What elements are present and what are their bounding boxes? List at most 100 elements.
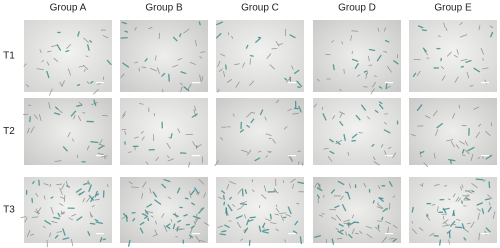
cell-speck — [267, 150, 272, 153]
cell-speck — [121, 21, 127, 25]
cell-speck — [385, 82, 388, 90]
cell-speck — [142, 181, 147, 188]
cell-speck — [314, 235, 322, 238]
cell-speck — [39, 49, 42, 54]
cell-speck — [317, 184, 321, 189]
cell-speck — [218, 68, 223, 72]
cell-speck — [482, 67, 489, 70]
cell-speck — [237, 189, 242, 195]
cell-speck — [199, 74, 202, 81]
cell-speck — [172, 64, 179, 68]
cell-speck — [217, 60, 221, 68]
cell-speck — [329, 138, 334, 143]
cell-speck — [91, 205, 95, 208]
cell-speck — [385, 221, 391, 225]
micrograph-background — [24, 98, 112, 165]
cell-speck — [72, 138, 74, 142]
cell-speck — [134, 61, 139, 64]
cell-speck — [232, 204, 236, 207]
cell-speck — [265, 133, 272, 136]
cell-speck — [476, 202, 483, 206]
scale-bar — [385, 233, 393, 235]
cell-speck — [246, 124, 250, 128]
cell-speck — [36, 68, 44, 70]
column-header: Group E — [434, 3, 472, 14]
cell-speck — [146, 203, 153, 208]
cell-speck — [331, 238, 335, 245]
cell-speck — [341, 41, 344, 45]
micrograph — [313, 177, 401, 245]
cell-speck — [339, 229, 344, 232]
cell-speck — [62, 237, 70, 240]
scale-bar — [96, 155, 104, 157]
cell-speck — [249, 54, 254, 57]
cell-speck — [201, 76, 204, 83]
cell-speck — [441, 75, 446, 81]
cell-speck — [87, 44, 90, 51]
cell-speck — [466, 71, 470, 79]
cell-speck — [194, 217, 199, 224]
cell-speck — [170, 133, 173, 139]
cell-speck — [363, 183, 367, 188]
cell-speck — [265, 155, 268, 158]
cell-speck — [354, 63, 359, 70]
cell-speck — [149, 188, 152, 194]
cell-speck — [179, 82, 183, 86]
micrograph — [20, 177, 112, 248]
cell-speck — [56, 183, 63, 186]
cell-speck — [466, 222, 471, 225]
cell-speck — [464, 149, 470, 155]
cell-speck — [432, 110, 438, 117]
cell-speck — [388, 147, 392, 149]
cell-speck — [393, 60, 399, 65]
cell-speck — [219, 233, 226, 236]
cell-speck — [90, 196, 94, 203]
cell-speck — [372, 82, 376, 88]
cell-speck — [48, 102, 51, 109]
cell-speck — [194, 39, 197, 47]
cell-speck — [94, 190, 98, 198]
cell-speck — [294, 69, 300, 74]
cell-speck — [87, 181, 91, 185]
cell-speck — [194, 187, 199, 194]
cell-speck — [178, 228, 185, 231]
cell-speck — [134, 26, 137, 31]
cell-speck — [43, 183, 49, 186]
cell-speck — [381, 236, 387, 243]
cell-speck — [68, 68, 71, 76]
cell-speck — [461, 184, 464, 188]
cell-speck — [71, 239, 74, 247]
cell-speck — [355, 114, 361, 121]
cell-speck — [145, 161, 149, 165]
cell-speck — [139, 227, 144, 234]
scale-bar — [481, 233, 489, 235]
cell-speck — [316, 194, 320, 199]
cell-speck — [454, 76, 459, 83]
cell-speck — [272, 138, 276, 144]
cell-speck — [487, 206, 492, 213]
cell-speck — [77, 31, 80, 37]
cell-speck — [290, 178, 296, 183]
cell-speck — [426, 213, 429, 217]
cell-speck — [284, 77, 288, 81]
cell-speck — [478, 25, 481, 31]
cell-speck — [475, 131, 480, 139]
cell-speck — [343, 219, 351, 223]
cell-speck — [275, 228, 279, 232]
cell-speck — [102, 153, 106, 160]
cell-speck — [446, 51, 452, 57]
cell-speck — [461, 223, 465, 229]
cell-speck — [198, 178, 205, 185]
cell-speck — [59, 203, 64, 207]
cell-speck — [140, 130, 144, 134]
cell-speck — [376, 54, 382, 62]
cell-speck — [456, 49, 459, 55]
cell-speck — [59, 187, 63, 195]
cell-speck — [200, 51, 206, 53]
cell-speck — [368, 64, 373, 66]
cell-speck — [372, 200, 375, 204]
cell-speck — [448, 239, 450, 245]
cell-speck — [266, 53, 272, 59]
cell-speck — [141, 66, 147, 69]
